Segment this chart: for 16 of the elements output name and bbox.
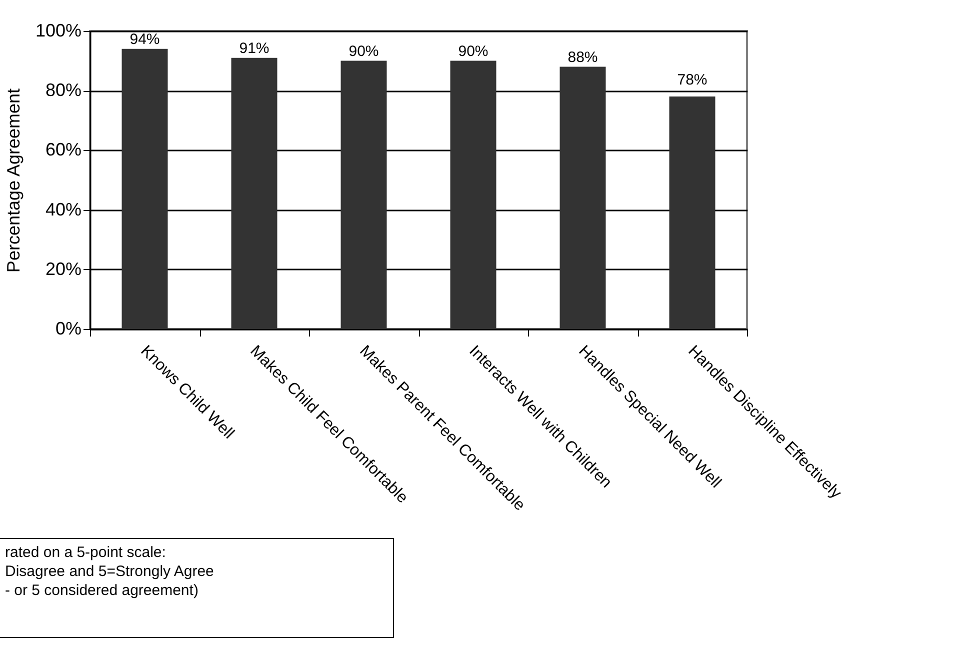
text: - or 5 considered agreement)	[5, 581, 200, 600]
y-tick-label: 100%	[35, 20, 82, 40]
data-label: 78%	[677, 72, 708, 89]
data-label: 90%	[458, 42, 488, 60]
data-label: 90%	[348, 42, 379, 60]
y-tick-label: 80%	[45, 80, 82, 100]
text: rated on a 5-point scale:	[5, 543, 167, 562]
data-label: 91%	[239, 40, 270, 57]
text: Disagree and 5=Strongly Agree	[5, 562, 215, 581]
data-label: 88%	[568, 48, 598, 66]
y-tick-label: 40%	[45, 199, 82, 220]
y-tick-label: 20%	[45, 258, 82, 279]
y-tick-label: 60%	[45, 140, 82, 160]
y-tick-label: 0%	[55, 318, 82, 338]
data-label: 94%	[130, 30, 160, 48]
y-axis-title: Percentage Agreement	[3, 88, 24, 273]
